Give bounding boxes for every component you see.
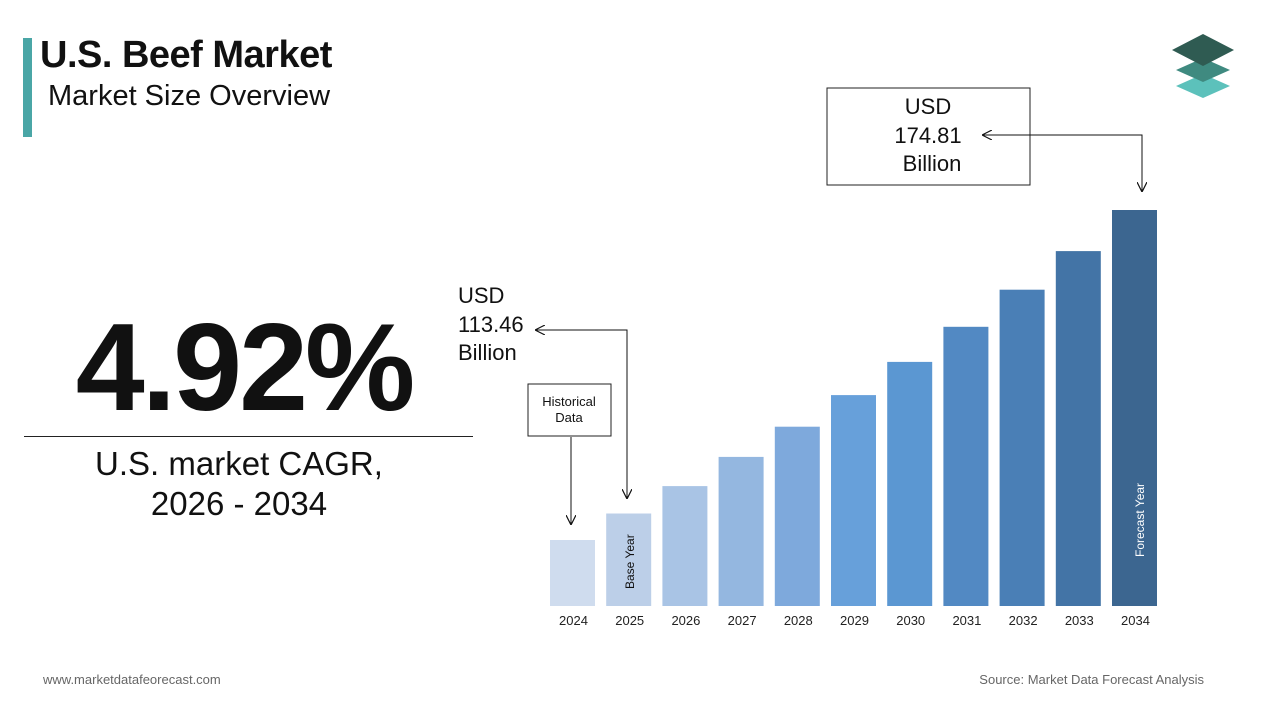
- tick-label-2028: 2028: [784, 613, 813, 628]
- forecast-callout-line1: USD: [905, 94, 951, 119]
- cagr-label-line2: 2026 - 2034: [150, 485, 328, 522]
- bar-2029: [831, 395, 876, 606]
- base-callout-line3: Billion: [458, 340, 517, 365]
- tick-label-2026: 2026: [671, 613, 700, 628]
- cagr-divider: [24, 436, 473, 437]
- historical-line1: Historical: [542, 394, 596, 409]
- bar-2030: [887, 361, 933, 606]
- tick-label-2025: 2025: [615, 613, 644, 628]
- tick-label-2034: 2034: [1121, 613, 1150, 628]
- tick-labels-layer: 2024 2025 2026 2027 2028 2029 2030 2031 2032 2033…: [559, 613, 1150, 628]
- tick-label-2032: 2032: [1009, 613, 1038, 628]
- bars-layer: [550, 210, 1157, 606]
- bar-2024: [550, 540, 595, 606]
- historical-data-box: [527, 383, 612, 437]
- forecast-callout-line2: 174.81: [894, 123, 961, 148]
- historical-line2: Data: [555, 410, 583, 425]
- page-subtitle: Market Size Overview: [48, 80, 331, 112]
- tick-label-2024: 2024: [559, 613, 588, 628]
- cagr-label: U.S. market CAGR, 2026 - 2034: [24, 444, 454, 524]
- bar-2025: [606, 513, 652, 606]
- tick-label-2033: 2033: [1065, 613, 1094, 628]
- tick-label-2031: 2031: [952, 613, 981, 628]
- brand-logo-icon: [1172, 34, 1234, 98]
- forecast-callout-line3: Billion: [903, 151, 962, 176]
- base-year-label: Base Year: [623, 534, 637, 589]
- page-title: U.S. Beef Market: [40, 34, 332, 76]
- cagr-value: 4.92%: [75, 299, 416, 437]
- title-accent-bar: [23, 38, 32, 137]
- bar-2026: [662, 486, 708, 606]
- bar-2032: [999, 289, 1045, 606]
- cagr-label-line1: U.S. market CAGR,: [95, 445, 383, 482]
- bar-2027: [718, 456, 764, 606]
- forecast-year-label: Forecast Year: [1133, 483, 1147, 557]
- bar-2031: [943, 326, 989, 606]
- forecast-arrow: [983, 135, 1143, 191]
- footer-source: Source: Market Data Forecast Analysis: [979, 672, 1204, 687]
- forecast-callout-box: [826, 87, 1031, 186]
- footer-website: www.marketdatafeorecast.com: [43, 672, 221, 687]
- base-callout-line1: USD: [458, 283, 504, 308]
- base-callout-line2: 113.46: [458, 312, 524, 337]
- tick-label-2029: 2029: [840, 613, 869, 628]
- tick-label-2030: 2030: [896, 613, 925, 628]
- bar-2033: [1055, 251, 1101, 606]
- bar-2034: [1112, 210, 1157, 606]
- bar-2028: [774, 426, 820, 606]
- tick-label-2027: 2027: [728, 613, 757, 628]
- base-arrow: [536, 330, 628, 498]
